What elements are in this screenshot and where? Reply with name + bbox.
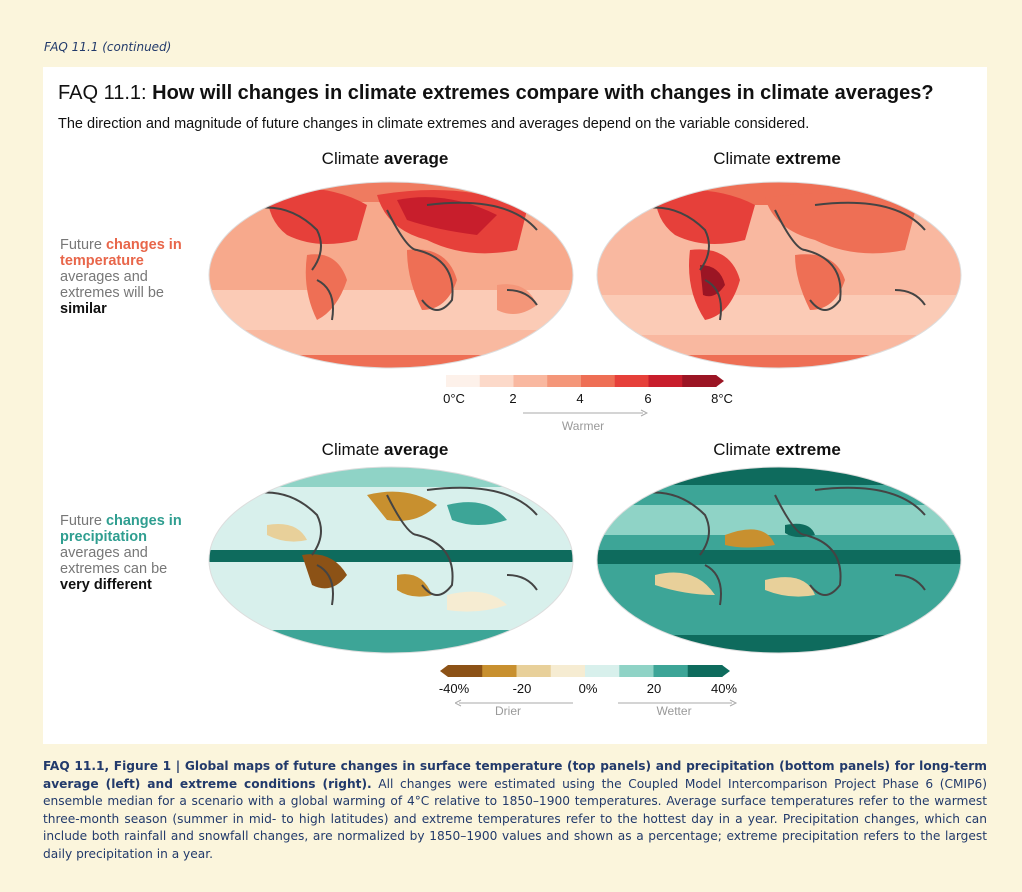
faq-prefix: FAQ 11.1: — [58, 82, 153, 104]
colorbar-segment — [614, 375, 649, 387]
temperature-extreme-map — [596, 181, 962, 369]
colorbar-segment — [446, 375, 481, 387]
wetter-label: Wetter — [656, 704, 692, 718]
precipitation-average-map — [208, 466, 574, 654]
colorbar-segment — [581, 375, 616, 387]
warmer-arrow — [523, 409, 648, 417]
colorbar-segment — [653, 665, 689, 677]
precipitation-colorbar — [440, 665, 730, 677]
wetter-arrow — [618, 699, 738, 707]
precipitation-row-label: Future changes in precipitation averages… — [60, 513, 182, 593]
colorbar-segment — [687, 665, 723, 677]
colorbar-segment — [513, 375, 548, 387]
faq-question: How will changes in climate extremes com… — [152, 82, 934, 104]
caption-text: All changes were estimated using the Cou… — [43, 776, 987, 861]
col-head-extreme-bottom: Climate extreme — [713, 440, 841, 459]
faq-title: FAQ 11.1: How will changes in climate ex… — [58, 82, 934, 105]
colorbar-segment — [482, 665, 517, 677]
precip-tick-4: 40% — [710, 681, 738, 696]
temp-tick-0: 0°C — [443, 391, 465, 406]
precip-tick-2: 0% — [578, 681, 598, 696]
colorbar-segment — [682, 375, 717, 387]
colorbar-segment — [550, 665, 586, 677]
temp-tick-1: 2 — [509, 391, 517, 406]
drier-label: Drier — [495, 704, 521, 718]
precip-tick-1: -20 — [512, 681, 532, 696]
colorbar-segment — [516, 665, 552, 677]
precipitation-extreme-map — [596, 466, 962, 654]
temp-tick-2: 4 — [576, 391, 584, 406]
colorbar-segment — [648, 375, 683, 387]
caption-bold: FAQ 11.1, Figure 1 | Global maps of futu… — [43, 759, 987, 791]
temp-tick-3: 6 — [644, 391, 652, 406]
figure-caption: FAQ 11.1, Figure 1 | Global maps of futu… — [43, 758, 987, 863]
colorbar-segment — [547, 375, 582, 387]
faq-subtitle: The direction and magnitude of future ch… — [58, 116, 810, 132]
colorbar-segment — [479, 375, 514, 387]
temperature-average-map — [208, 181, 574, 369]
colorbar-arrow-right — [722, 665, 730, 677]
colorbar-arrow-left — [440, 665, 448, 677]
colorbar-segment — [619, 665, 654, 677]
colorbar-arrow-right — [716, 375, 724, 387]
temperature-row-label: Future changes in temperature averages a… — [60, 237, 182, 317]
faq-figure-panel: FAQ 11.1: How will changes in climate ex… — [43, 67, 987, 744]
precip-tick-3: 20 — [646, 681, 662, 696]
temp-tick-4: 8°C — [711, 391, 733, 406]
colorbar-segment — [448, 665, 483, 677]
colorbar-segment — [585, 665, 620, 677]
warmer-label: Warmer — [561, 419, 605, 433]
col-head-average-bottom: Climate average — [321, 440, 449, 459]
precip-tick-0: -40% — [438, 681, 470, 696]
col-head-extreme-top: Climate extreme — [713, 149, 841, 168]
drier-arrow — [455, 699, 573, 707]
temperature-colorbar — [446, 375, 724, 387]
col-head-average-top: Climate average — [321, 149, 449, 168]
header-note: FAQ 11.1 (continued) — [44, 40, 172, 54]
